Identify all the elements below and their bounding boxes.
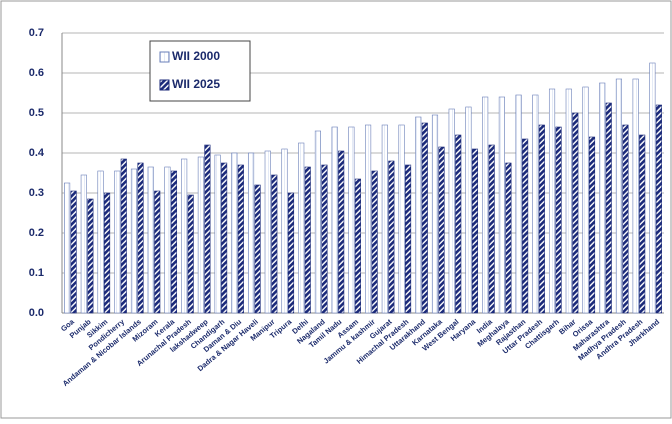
bar: [137, 162, 144, 314]
bar: [555, 126, 562, 314]
bar: [321, 164, 328, 314]
legend-label: WII 2025: [172, 77, 220, 91]
bar: [532, 94, 539, 314]
bar: [147, 166, 154, 314]
bar: [649, 62, 656, 314]
bar: [130, 168, 138, 314]
bar: [264, 150, 271, 314]
bar: [498, 96, 505, 314]
bar: [371, 170, 378, 314]
bar: [231, 152, 238, 314]
bar: [164, 166, 171, 314]
bar: [120, 158, 127, 314]
bar: [605, 102, 612, 314]
bar: [622, 124, 629, 314]
bar: [655, 104, 662, 314]
bar: [388, 160, 395, 314]
legend-label: WII 2000: [172, 49, 220, 63]
bar: [599, 82, 606, 314]
bar: [615, 78, 622, 314]
bar: [482, 96, 489, 314]
bar: [421, 122, 428, 314]
bar: [237, 164, 244, 314]
bar: [104, 192, 111, 314]
bar: [471, 148, 479, 314]
bar: [415, 116, 422, 314]
bar: [154, 190, 161, 314]
y-tick-label: 0.6: [29, 67, 44, 79]
bar: [97, 170, 104, 314]
bar: [214, 154, 221, 314]
bar: [515, 94, 522, 314]
bar: [348, 126, 355, 314]
bar: [538, 124, 545, 314]
bar: [298, 142, 305, 314]
bar: [488, 144, 495, 314]
y-tick-label: 0.1: [29, 267, 44, 279]
y-tick-label: 0.3: [29, 187, 44, 199]
y-tick-label: 0.4: [29, 147, 45, 159]
bar: [582, 86, 589, 314]
bar: [181, 158, 188, 314]
bar: [271, 174, 278, 314]
bar: [247, 152, 255, 314]
bar: [187, 194, 194, 314]
bar: [281, 148, 288, 314]
legend-swatch: [159, 51, 170, 63]
bar: [438, 146, 445, 314]
bar: [114, 170, 121, 314]
bar: [204, 144, 211, 314]
bar: [331, 126, 338, 314]
bar: [287, 192, 295, 314]
bar: [64, 182, 71, 314]
bar: [338, 150, 345, 314]
bar: [431, 114, 439, 314]
y-tick-label: 0.0: [29, 307, 44, 319]
bar: [572, 112, 579, 314]
bar: [632, 78, 639, 314]
bar: [221, 162, 228, 314]
y-tick-label: 0.7: [29, 27, 44, 39]
bar: [80, 174, 87, 314]
bar: [588, 136, 596, 314]
bar: [87, 198, 94, 314]
bar: [565, 88, 572, 314]
bar: [505, 162, 512, 314]
bar: [639, 134, 646, 314]
bar: [548, 88, 556, 314]
bar: [254, 184, 261, 314]
legend-swatch: [159, 79, 170, 91]
bar: [354, 178, 361, 314]
bar: [465, 106, 472, 314]
bar: [197, 156, 204, 314]
bar: [304, 166, 311, 314]
bar: [314, 130, 321, 314]
legend-box: [149, 40, 251, 102]
bar: [522, 138, 529, 314]
bar: [398, 124, 405, 314]
y-tick-label: 0.2: [29, 227, 44, 239]
bar: [448, 108, 455, 314]
bar: [381, 124, 388, 314]
bar: [170, 170, 178, 314]
bar: [405, 164, 412, 314]
bar: [70, 190, 77, 314]
bar: [365, 124, 372, 314]
bar: [455, 134, 462, 314]
y-tick-label: 0.5: [29, 107, 44, 119]
